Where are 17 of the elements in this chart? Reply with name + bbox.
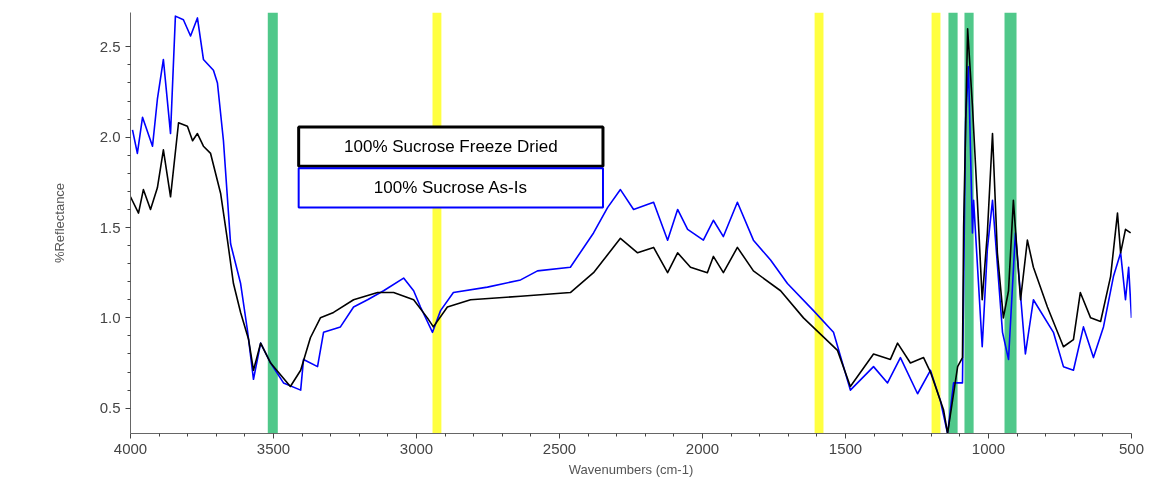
x-tick-label: 500 [1118,439,1145,457]
y-axis-title: %Reflectance [51,182,67,264]
x-tick-label: 3500 [256,439,291,457]
x-tick-label: 2000 [685,439,720,457]
x-tick-label: 3000 [399,439,434,457]
x-tick-label: 2500 [542,439,577,457]
x-axis-title: Wavenumbers (cm-1) [568,461,694,477]
x-tick-label: 1500 [828,439,863,457]
text: 100% Sucrose As-Is [373,178,527,198]
x-tick-label: 4000 [113,439,148,457]
y-tick-label: 2.0 [99,128,121,146]
y-tick-label: 0.5 [99,399,121,417]
y-tick-label: 1.0 [99,308,121,326]
text: 100% Sucrose Freeze Dried [344,137,558,157]
y-tick-label: 2.5 [99,37,121,55]
x-tick-label: 1000 [971,439,1006,457]
y-tick-label: 1.5 [99,218,121,236]
